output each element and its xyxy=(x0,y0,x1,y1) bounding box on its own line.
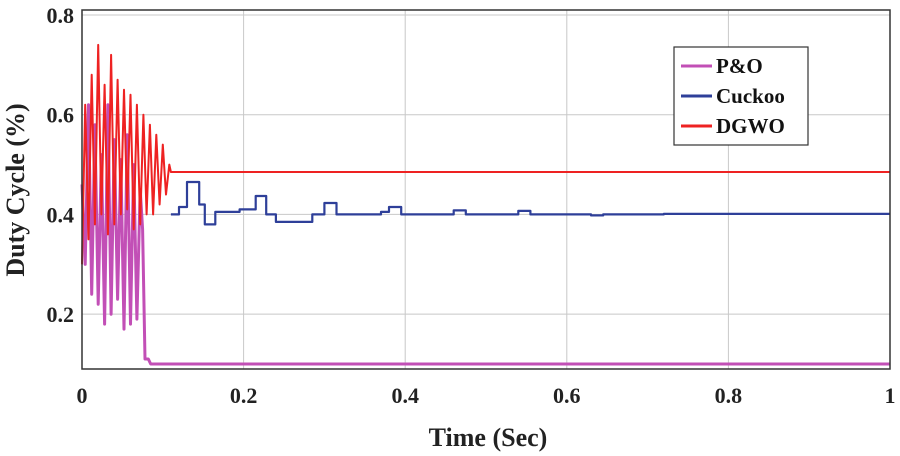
legend-label-1: Cuckoo xyxy=(716,84,785,108)
y-tick-label: 0.2 xyxy=(47,302,75,327)
x-tick-label: 0.6 xyxy=(553,383,581,408)
legend: P&O Cuckoo DGWO xyxy=(673,46,809,146)
y-axis-label: Duty Cycle (%) xyxy=(1,103,30,276)
y-tick-label: 0.6 xyxy=(47,103,75,128)
y-tick-label: 0.4 xyxy=(47,202,75,227)
x-tick-label: 0.4 xyxy=(391,383,419,408)
x-tick-label: 0.8 xyxy=(715,383,743,408)
x-tick-label: 1 xyxy=(885,383,896,408)
x-tick-label: 0.2 xyxy=(230,383,258,408)
plot-frame xyxy=(81,9,891,370)
x-tick-label: 0 xyxy=(77,383,88,408)
series-line-2 xyxy=(81,43,890,265)
legend-label-0: P&O xyxy=(716,54,763,78)
x-tick-labels: 0 0.2 0.4 0.6 0.8 1 xyxy=(77,383,896,408)
y-tick-label: 0.8 xyxy=(47,3,75,28)
series-lines xyxy=(80,43,890,366)
x-axis-label: Time (Sec) xyxy=(429,423,548,452)
y-tick-labels: 0.2 0.4 0.6 0.8 xyxy=(47,3,75,327)
legend-label-2: DGWO xyxy=(716,114,785,138)
series-line-1 xyxy=(170,180,890,226)
